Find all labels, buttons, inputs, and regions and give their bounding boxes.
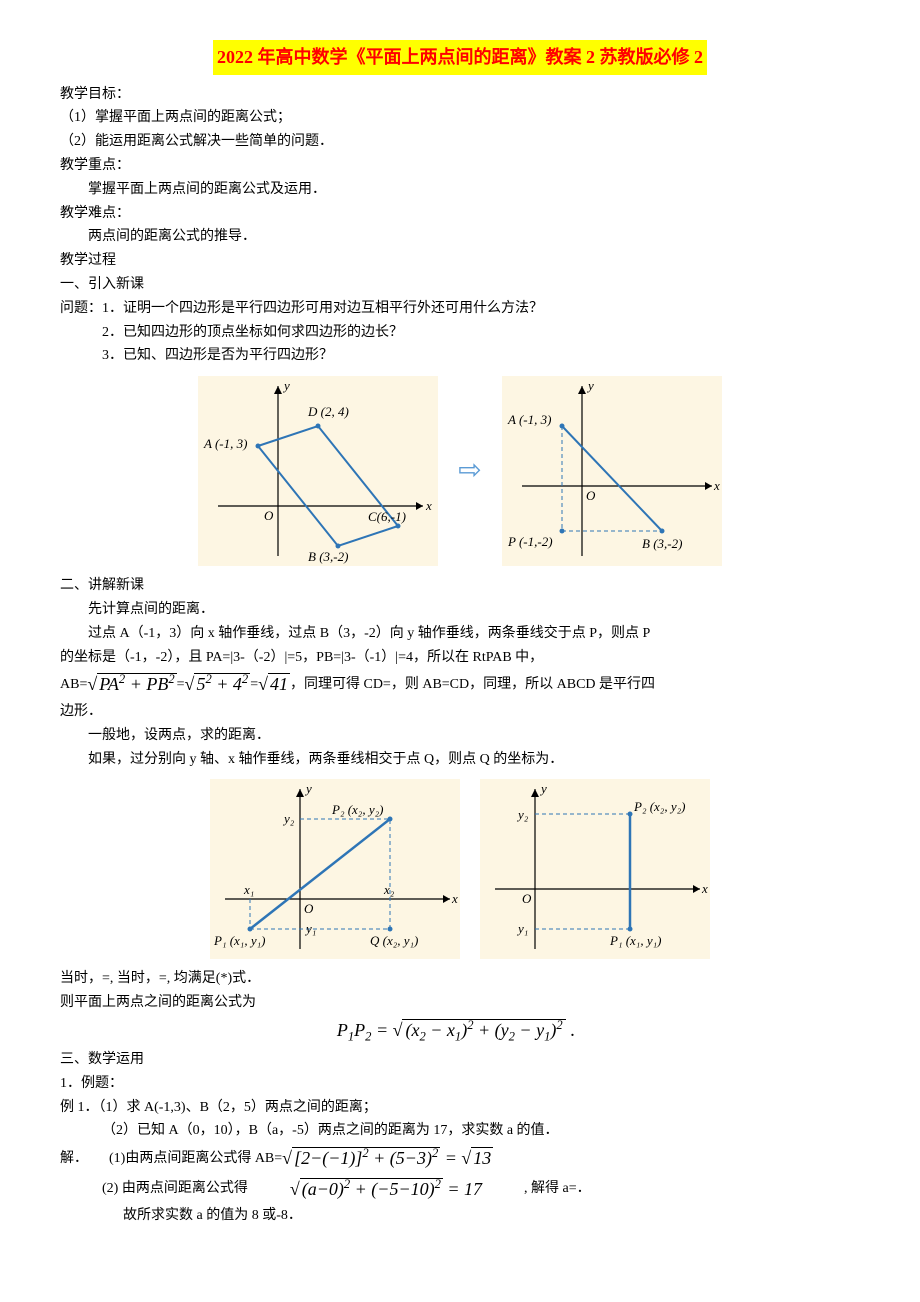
fig3-y-label: y [304,781,312,796]
fig3-x-label: x [451,891,458,906]
fig3-P2: P₂ (x₂, y₂) [331,802,383,817]
ab-pre: AB= [60,673,87,697]
sol2-post: , 解得 a=． [482,1177,591,1201]
formula-intro: 则平面上两点之间的距离公式为 [60,991,860,1015]
fig4-y-label: y [539,781,547,796]
fig1-label-D: D (2, 4) [307,404,349,419]
explain-2a: 过点 A（-1，3）向 x 轴作垂线，过点 B（3，-2）向 y 轴作垂线，两条… [60,622,860,646]
heading-intro: 一、引入新课 [60,273,860,297]
fig2-y-label: y [586,378,594,393]
fig4-x-label: x [701,881,708,896]
heading-explain: 二、讲解新课 [60,574,860,598]
focus-text: 掌握平面上两点间的距离公式及运用． [60,178,860,202]
fig1-x-label: x [425,498,432,513]
solution-3: 故所求实数 a 的值为 8 或-8． [60,1204,860,1228]
ab-post: ，同理可得 CD=，则 AB=CD，同理，所以 ABCD 是平行四 [290,673,655,697]
solution-1: 解． (1)由两点间距离公式得 AB= √[2−(−1)]2 + (5−3)2 … [60,1143,860,1174]
ab-eq1: = [177,673,185,697]
fig2-x-label: x [713,478,720,493]
fig3-x1: x₁ [243,882,254,897]
figure-distance-derivation: x y O x₁ x₂ y₂ y₁ P₁ (x₁, y₁) P₂ (x₂, y₂… [210,779,460,959]
question-2: 2．已知四边形的顶点坐标如何求四边形的边长？ [60,321,860,345]
examples-heading: 1．例题： [60,1072,860,1096]
distance-formula: P1P2 = √(x2 − x1)2 + (y2 − y1)2 ． [60,1015,860,1048]
explain-4: 一般地，设两点，求的距离． [60,724,860,748]
fig3-Q: Q (x₂, y₁) [370,933,418,948]
objective-2: （2）能运用距离公式解决一些简单的问题． [60,130,860,154]
fig1-label-C: C(6,-1) [368,509,406,524]
figure-row-2: x y O x₁ x₂ y₂ y₁ P₁ (x₁, y₁) P₂ (x₂, y₂… [60,779,860,959]
figure-distance-vertical: x y O y₂ y₁ P₂ (x₂, y₂) P₁ (x₁, y₁) [480,779,710,959]
explain-2b: 的坐标是（-1，-2），且 PA=|3-（-2）|=5，PB=|3-（-1）|=… [60,646,860,670]
fig3-P1: P₁ (x₁, y₁) [213,933,265,948]
fig2-label-B: B (3,-2) [642,536,682,551]
fig4-P1: P₁ (x₁, y₁) [609,933,661,948]
heading-objectives: 教学目标： [60,83,860,107]
example-1-1: 例 1．（1）求 A(-1,3)、B（2，5）两点之间的距离； [60,1096,860,1120]
figure-row-1: x y O A (-1, 3) D (2, 4) C(6,-1) B (3,-2… [60,376,860,566]
solution-2: (2) 由两点间距离公式得 √(a−0)2 + (−5−10)2 = 17 , … [60,1174,860,1205]
heading-focus: 教学重点： [60,154,860,178]
figure-parallelogram: x y O A (-1, 3) D (2, 4) C(6,-1) B (3,-2… [198,376,438,566]
page-title: 2022 年高中数学《平面上两点间的距离》教案 2 苏教版必修 2 [213,40,707,75]
fig3-y1: y₁ [304,921,316,936]
objective-1: （1）掌握平面上两点间的距离公式； [60,106,860,130]
fig3-y2: y₂ [282,811,295,826]
fig4-P2: P₂ (x₂, y₂) [633,799,685,814]
sol1-pre: (1)由两点间距离公式得 AB= [109,1147,282,1171]
cases-text: 当时，=, 当时，=, 均满足(*)式． [60,967,860,991]
example-1-2: （2）已知 A（0，10），B（a，-5）两点之间的距离为 17，求实数 a 的… [60,1119,860,1143]
difficulty-text: 两点间的距离公式的推导． [60,225,860,249]
explain-1: 先计算点间的距离． [60,598,860,622]
fig3-origin: O [304,901,314,916]
explain-3-post2: 边形． [60,700,860,724]
heading-difficulty: 教学难点： [60,202,860,226]
explain-5: 如果，过分别向 y 轴、x 轴作垂线，两条垂线相交于点 Q，则点 Q 的坐标为． [60,748,860,772]
fig1-label-B: B (3,-2) [308,549,348,564]
fig2-label-P: P (-1,-2) [507,534,553,549]
question-1: 问题：1．证明一个四边形是平行四边形可用对边互相平行外还可用什么方法？ [60,297,860,321]
fig4-origin: O [522,891,532,906]
fig2-label-A: A (-1, 3) [507,412,551,427]
fig1-origin: O [264,508,274,523]
heading-process: 教学过程 [60,249,860,273]
figure-right-triangle: x y O A (-1, 3) B (3,-2) P (-1,-2) [502,376,722,566]
fig1-y-label: y [282,378,290,393]
formula-ab: AB= √PA2 + PB2 = √52 + 42 = √41 ，同理可得 CD… [60,669,860,700]
fig4-y2: y₂ [516,807,529,822]
fig1-label-A: A (-1, 3) [203,436,247,451]
heading-application: 三、数学运用 [60,1048,860,1072]
ab-eq2: = [250,673,258,697]
question-3: 3．已知、四边形是否为平行四边形？ [60,344,860,368]
fig2-origin: O [586,488,596,503]
arrow-icon: ⇨ [458,447,481,495]
fig3-x2: x₂ [383,882,395,897]
sol2-pre: (2) 由两点间距离公式得 [60,1177,248,1201]
sol-label: 解． [60,1147,88,1171]
fig4-y1: y₁ [516,921,528,936]
